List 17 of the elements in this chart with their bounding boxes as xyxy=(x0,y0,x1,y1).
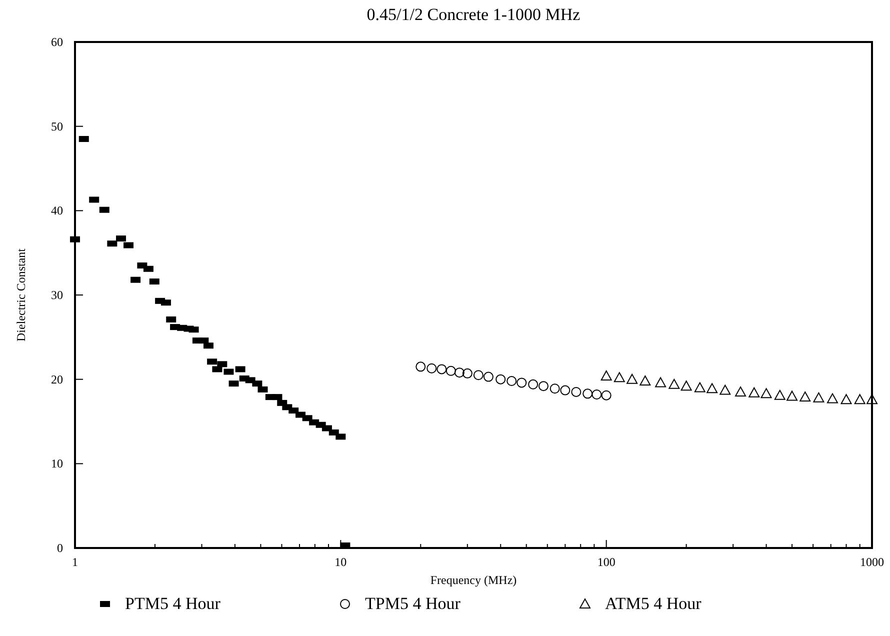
y-tick-label: 20 xyxy=(51,372,63,386)
chart-title: 0.45/1/2 Concrete 1-1000 MHz xyxy=(366,5,581,24)
y-tick-label: 0 xyxy=(57,541,63,555)
x-tick-label: 1000 xyxy=(860,555,884,569)
y-tick-label: 30 xyxy=(51,288,63,302)
x-axis-title: Frequency (MHz) xyxy=(430,573,517,587)
x-tick-label: 10 xyxy=(334,555,347,569)
x-tick-label: 100 xyxy=(597,555,616,569)
y-tick-label: 40 xyxy=(51,204,63,218)
x-tick-label: 1 xyxy=(72,555,78,569)
y-tick-label: 50 xyxy=(51,119,63,134)
y-tick-label: 10 xyxy=(51,456,63,471)
legend-label: ATM5 4 Hour xyxy=(605,594,702,613)
legend-label: PTM5 4 Hour xyxy=(125,594,221,613)
y-axis-title: Dielectric Constant xyxy=(14,248,28,342)
legend-label: TPM5 4 Hour xyxy=(365,594,461,613)
y-tick-label: 60 xyxy=(51,35,63,49)
